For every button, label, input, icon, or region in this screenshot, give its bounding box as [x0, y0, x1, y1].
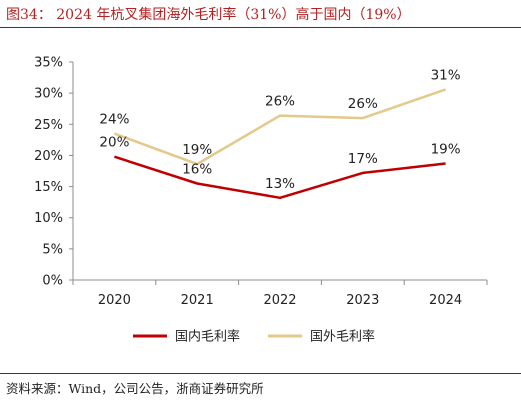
data-label: 24% [99, 112, 129, 128]
source-note: 资料来源：Wind，公司公告，浙商证券研究所 [6, 381, 264, 396]
data-label: 26% [348, 96, 378, 112]
x-tick-label: 2022 [263, 293, 296, 308]
line-chart: 0% 5% 10% 15% 20% 25% 30% 35% 2020 2021 2022 2023 20… [34, 56, 488, 345]
y-tick-label: 10% [34, 211, 63, 226]
legend-label: 国内毛利率 [175, 329, 240, 345]
x-tick-label: 2023 [346, 293, 379, 308]
chart-legend: 国内毛利率 国外毛利率 [133, 329, 375, 345]
title-divider [0, 27, 521, 28]
data-label: 31% [431, 67, 461, 83]
y-tick-label: 20% [34, 149, 63, 164]
data-label: 16% [182, 161, 212, 177]
chart-data-labels: 20% 16% 13% 17% 19% 24% 19% 26% 26% 31% [99, 67, 460, 191]
data-label: 19% [182, 142, 212, 158]
y-tick-label: 35% [34, 56, 63, 71]
y-tick-label: 0% [42, 274, 63, 289]
y-tick-label: 15% [34, 180, 63, 195]
y-tick-label: 30% [34, 87, 63, 102]
data-label: 13% [265, 176, 295, 192]
source-divider [0, 373, 521, 374]
figure-title: 图34： 2024 年杭叉集团海外毛利率（31%）高于国内（19%） [6, 7, 411, 23]
y-tick-label: 25% [34, 118, 63, 133]
data-label: 20% [99, 135, 129, 151]
chart-axes: 0% 5% 10% 15% 20% 25% 30% 35% 2020 2021 2022 2023 20… [34, 56, 488, 308]
series-line-2 [113, 88, 447, 166]
data-label: 26% [265, 94, 295, 110]
y-tick-label: 5% [42, 242, 63, 257]
x-tick-label: 2021 [181, 293, 214, 308]
x-tick-label: 2020 [98, 293, 131, 308]
data-label: 17% [348, 151, 378, 167]
chart-series [113, 88, 447, 200]
data-label: 19% [431, 142, 461, 158]
legend-label: 国外毛利率 [310, 329, 375, 345]
x-tick-label: 2024 [429, 293, 462, 308]
series-line-1 [114, 155, 446, 200]
